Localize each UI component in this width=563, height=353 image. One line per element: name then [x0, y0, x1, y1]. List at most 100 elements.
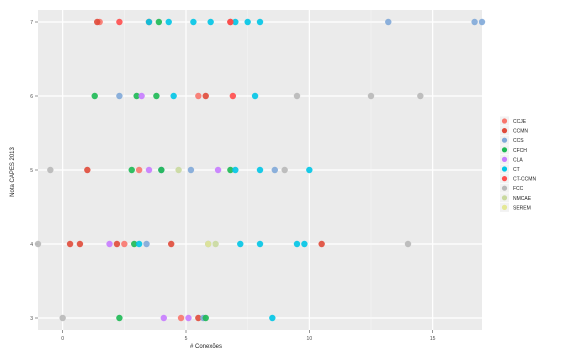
x-tick-label: 0: [61, 336, 64, 342]
legend-label: CLA: [513, 157, 523, 163]
legend-label: FCC: [513, 186, 524, 192]
y-tick-label: 7: [30, 20, 33, 26]
data-point: [190, 18, 197, 26]
data-point: [116, 314, 123, 322]
data-point: [158, 166, 165, 174]
y-tick-label: 3: [30, 316, 33, 322]
data-point: [135, 240, 143, 248]
data-point: [417, 92, 424, 100]
legend-label: CT-CCMN: [513, 177, 536, 183]
data-point: [232, 18, 239, 26]
data-point: [478, 18, 486, 26]
data-point: [185, 314, 192, 322]
legend-swatch: [501, 147, 508, 153]
data-point: [195, 314, 202, 322]
data-point: [256, 18, 264, 26]
y-axis-title: Nota CAPES 2013: [10, 146, 16, 196]
legend-swatch: [501, 128, 508, 134]
data-point: [121, 240, 128, 248]
legend-swatch: [501, 137, 508, 143]
legend-label: CCJE: [513, 119, 527, 125]
data-point: [160, 314, 167, 322]
data-point: [293, 240, 301, 248]
data-point: [153, 92, 160, 100]
data-point: [281, 166, 288, 174]
data-point: [84, 166, 91, 174]
data-point: [128, 166, 135, 174]
data-point: [34, 240, 42, 248]
data-point: [385, 18, 392, 26]
data-point: [91, 92, 98, 100]
y-axis-ticks: 3 4 5 6 7: [30, 20, 38, 322]
data-point: [165, 18, 172, 26]
data-point: [170, 92, 177, 100]
legend-swatch: [501, 185, 508, 191]
data-point: [227, 18, 234, 26]
data-point: [471, 18, 478, 26]
x-axis-title: # Conexões: [190, 344, 222, 350]
data-point: [306, 166, 313, 174]
data-points: [34, 18, 486, 322]
data-point: [202, 92, 209, 100]
x-tick-label: 5: [185, 336, 188, 342]
data-point: [207, 18, 214, 26]
data-point: [195, 92, 202, 100]
data-point: [177, 314, 185, 322]
data-point: [293, 92, 301, 100]
legend-label: CT: [513, 167, 520, 173]
data-point: [214, 166, 222, 174]
data-point: [135, 166, 143, 174]
y-tick-label: 5: [30, 168, 33, 174]
data-point: [106, 240, 113, 248]
legend-label: NMCAE: [513, 196, 532, 202]
x-tick-label: 10: [307, 336, 313, 342]
data-point: [187, 166, 195, 174]
data-point: [232, 166, 239, 174]
legend-swatch: [501, 204, 508, 210]
data-point: [256, 166, 264, 174]
data-point: [47, 166, 54, 174]
legend: CCJE CCMN CCS CFCH CLA CT CT-CCMN FCC NMCAE SEREM: [500, 116, 536, 212]
legend-swatch: [501, 118, 508, 124]
data-point: [145, 18, 153, 26]
legend-label: SEREM: [513, 205, 531, 211]
y-tick-label: 6: [30, 94, 33, 100]
y-tick-label: 4: [30, 242, 33, 248]
legend-swatch: [501, 166, 508, 172]
legend-swatch: [501, 156, 508, 162]
data-point: [168, 240, 175, 248]
data-point: [133, 92, 140, 100]
legend-label: CCMN: [513, 129, 528, 135]
data-point: [271, 166, 278, 174]
legend-swatch: [501, 176, 508, 182]
legend-label: CFCH: [513, 148, 527, 154]
data-point: [66, 240, 74, 248]
data-point: [59, 314, 66, 322]
data-point: [212, 240, 219, 248]
data-point: [251, 92, 259, 100]
data-point: [227, 166, 234, 174]
data-point: [202, 314, 209, 322]
data-point: [175, 166, 182, 174]
data-point: [367, 92, 375, 100]
data-point: [94, 18, 101, 26]
data-point: [116, 92, 123, 100]
legend-swatch: [501, 195, 508, 201]
data-point: [131, 240, 138, 248]
data-point: [244, 18, 251, 26]
data-point: [113, 240, 121, 248]
data-point: [116, 18, 123, 26]
data-point: [229, 92, 237, 100]
data-point: [145, 166, 153, 174]
data-point: [404, 240, 412, 248]
data-point: [301, 240, 308, 248]
data-point: [318, 240, 325, 248]
data-point: [143, 240, 150, 248]
data-point: [205, 240, 212, 248]
legend-label: CCS: [513, 138, 524, 144]
x-axis-ticks: 0 5 10 15: [61, 330, 436, 342]
data-point: [269, 314, 276, 322]
data-point: [256, 240, 264, 248]
data-point: [138, 92, 145, 100]
